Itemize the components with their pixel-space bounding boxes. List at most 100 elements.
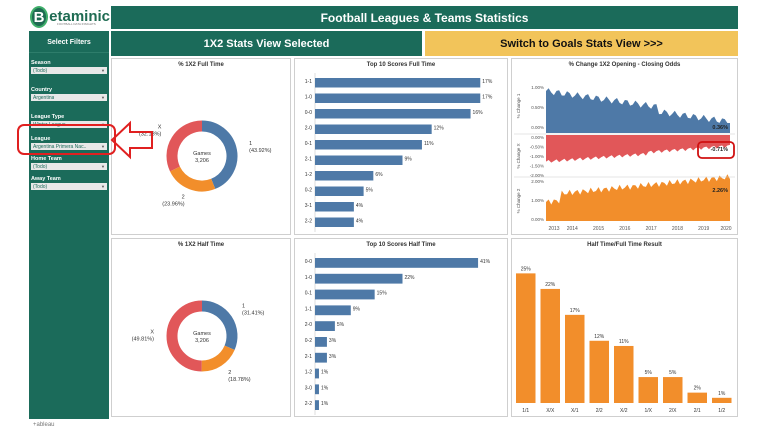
bar-1-0 <box>315 93 481 103</box>
column-category-label: X/2 <box>620 408 628 414</box>
column-2/2 <box>589 340 609 403</box>
donut-slice-2 <box>201 345 235 372</box>
ht-1x2-panel: % 1X2 Half Time 1 (31.41%) 2 (18.78%) X (49.8… <box>111 238 291 417</box>
bar-category-label: 2-1 <box>305 157 312 163</box>
donut-center-label: Games <box>193 331 211 337</box>
bar-value-label: 1% <box>321 401 329 407</box>
filter-label: Country <box>31 87 53 93</box>
column-1/1 <box>516 273 536 403</box>
column-category-label: 2/X <box>669 408 677 414</box>
dropdown-value: (Todo) <box>33 67 48 74</box>
column-category-label: 2/1 <box>694 408 701 414</box>
odds-change-chart: 1.00% 0.50% 0.00% 0.00% -0.50% -1.00% -1.50% -2… <box>514 85 735 232</box>
bar-value-label: 9% <box>353 306 361 312</box>
bar-category-label: 2-0 <box>305 322 312 328</box>
bar-value-label: 15% <box>377 291 388 297</box>
slice-label: 1 <box>249 141 252 147</box>
y-tick-label: 0.00% <box>531 217 544 222</box>
bar-value-label: 5% <box>366 188 374 194</box>
logo-subtitle: FOOTBALL DATA INSIGHTS <box>57 22 96 26</box>
switch-goals-view-button[interactable]: Switch to Goals Stats View >>> <box>425 31 738 56</box>
filter-home-team: Home Team (Todo) ▼ <box>29 153 109 171</box>
bar-0-2 <box>315 186 364 196</box>
country-dropdown[interactable]: Argentina ▼ <box>31 94 107 101</box>
season-dropdown[interactable]: (Todo) ▼ <box>31 67 107 74</box>
bar-0-0 <box>315 109 471 119</box>
column-value-label: 17% <box>570 308 581 314</box>
bar-value-label: 4% <box>356 219 364 225</box>
slice-percent: (23.96%) <box>162 202 184 208</box>
bar-value-label: 1% <box>321 370 329 376</box>
donut-slice-1 <box>201 300 238 350</box>
filter-label: Season <box>31 60 51 66</box>
slice-percent: (32.13%) <box>139 131 161 137</box>
x-tick-label: 2015 <box>593 226 604 232</box>
bar-category-label: 0-2 <box>305 188 312 194</box>
filters-sidebar: Select Filters Season (Todo) ▼ Country Ar… <box>29 31 109 419</box>
bar-category-label: 1-0 <box>305 275 312 281</box>
bar-value-label: 3% <box>329 354 337 360</box>
column-1/2 <box>712 397 732 403</box>
filter-label: League Type <box>31 114 65 120</box>
y-tick-label: -0.50% <box>530 145 544 150</box>
column-value-label: 22% <box>545 282 556 288</box>
y-tick-label: 1.00% <box>531 198 544 203</box>
filter-label: League <box>31 136 51 142</box>
x-tick-label: 2018 <box>672 226 683 232</box>
top-scores-ht-panel: Top 10 Scores Half Time 0-0 41% 1-0 22% 0-1 1… <box>294 238 508 417</box>
column-category-label: X/X <box>546 408 555 414</box>
dashboard-title: Football Leagues & Teams Statistics <box>111 6 738 29</box>
bar-value-label: 4% <box>356 203 364 209</box>
bar-2-1 <box>315 155 403 165</box>
y-tick-label: 2.00% <box>531 179 544 184</box>
top-scores-ft-panel: Top 10 Scores Full Time 1-1 17% 1-0 17% 0-0 1… <box>294 58 508 235</box>
bar-value-label: 17% <box>482 79 493 85</box>
x-tick-label: 2014 <box>567 226 578 232</box>
series-change-1 <box>546 88 730 133</box>
bar-value-label: 5% <box>337 322 345 328</box>
bar-category-label: 0-1 <box>305 291 312 297</box>
bar-0-0 <box>315 258 479 268</box>
bar-category-label: 1-0 <box>305 95 312 101</box>
column-category-label: 1/2 <box>718 408 725 414</box>
column-category-label: 1/X <box>644 408 652 414</box>
home-team-dropdown[interactable]: (Todo) ▼ <box>31 163 107 170</box>
axis-title: % Change X <box>516 143 521 168</box>
htft-column-chart: 25% 1/1 22% X/X 17% X/1 12% 2/2 11% X/2 5% 1/X 5% 2/X… <box>516 266 732 414</box>
column-X/1 <box>565 314 585 403</box>
y-tick-label: 0.00% <box>531 135 544 140</box>
bar-category-label: 1-2 <box>305 370 312 376</box>
bar-0-1 <box>315 140 422 150</box>
bar-value-label: 6% <box>375 172 383 178</box>
slice-percent: (43.92%) <box>249 148 271 154</box>
bar-category-label: 2-0 <box>305 126 312 132</box>
bar-category-label: 1-1 <box>305 79 312 85</box>
filter-season: Season (Todo) ▼ <box>29 57 109 75</box>
betaminic-logo: B etaminic FOOTBALL DATA INSIGHTS <box>30 5 110 29</box>
donut-center-label: Games <box>193 151 211 157</box>
axis-title: % Change 2 <box>516 188 521 213</box>
donut-center-value: 3,206 <box>195 158 209 164</box>
logo-wordmark: etaminic <box>49 8 110 25</box>
stats-view-selected-button[interactable]: 1X2 Stats View Selected <box>111 31 422 56</box>
bar-1-1 <box>315 305 351 316</box>
y-tick-label: 0.00% <box>531 125 544 130</box>
bar-category-label: 3-0 <box>305 385 312 391</box>
y-tick-label: -1.50% <box>530 164 544 169</box>
bar-value-label: 1% <box>321 385 329 391</box>
series-change-2 <box>546 174 730 221</box>
bar-2-2 <box>315 217 354 227</box>
away-team-dropdown[interactable]: (Todo) ▼ <box>31 183 107 190</box>
chevron-down-icon: ▼ <box>101 95 105 100</box>
column-value-label: 11% <box>619 339 629 345</box>
chevron-down-icon: ▼ <box>101 144 105 149</box>
bar-value-label: 12% <box>434 126 445 132</box>
bar-category-label: 2-1 <box>305 354 312 360</box>
x-tick-label: 2020 <box>720 226 731 232</box>
column-category-label: X/1 <box>571 408 579 414</box>
league-dropdown[interactable]: Argentina Primera Nac.. ▼ <box>31 143 107 150</box>
axis-title: % Change 1 <box>516 93 521 118</box>
top-scores-ht-chart: 0-0 41% 1-0 22% 0-1 15% 1-1 9% 2-0 5% 0-2 3% 2-1 3% 1-… <box>305 253 491 415</box>
chevron-down-icon: ▼ <box>101 68 105 73</box>
